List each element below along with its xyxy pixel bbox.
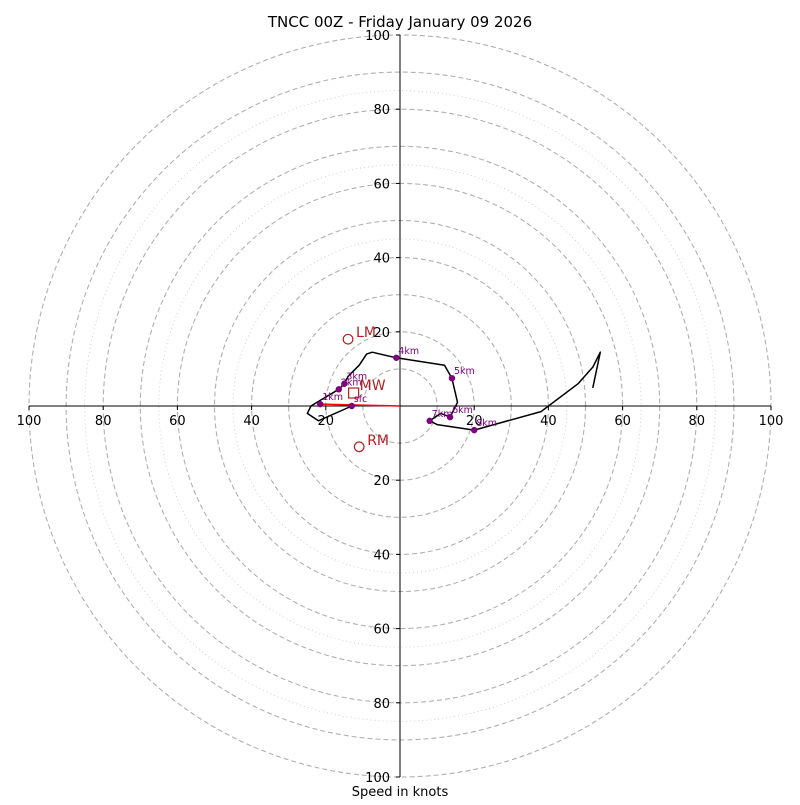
shear-vector-line <box>320 403 401 407</box>
x-tick-label: 60 <box>169 414 186 429</box>
storm-motion-label: LM <box>356 325 376 341</box>
y-tick-label: 80 <box>373 103 390 118</box>
y-tick-label: 100 <box>365 29 390 44</box>
height-marker-label: 3km <box>346 372 367 383</box>
hodograph-trace <box>306 351 602 431</box>
height-marker-label: 7km <box>432 409 453 420</box>
x-tick-label: 60 <box>614 414 631 429</box>
height-marker-label: 1km <box>322 392 343 403</box>
height-marker-1km <box>317 400 324 408</box>
y-tick-label: 80 <box>373 697 390 712</box>
storm-motion-label: RM <box>367 433 389 449</box>
height-marker-label: sfc <box>354 394 368 405</box>
height-marker-5km <box>448 374 456 382</box>
storm-motion-marker-lm <box>342 333 354 345</box>
storm-motion-marker-rm <box>353 441 365 453</box>
x-axis-label: Speed in knots <box>352 785 449 800</box>
y-tick-label: 40 <box>373 252 390 267</box>
y-tick-label: 40 <box>373 548 390 563</box>
height-marker-label: 4km <box>398 346 419 357</box>
chart-title: TNCC 00Z - Friday January 09 2026 <box>267 13 532 31</box>
height-marker-label: 5km <box>454 366 475 377</box>
tick-labels: 100 80 60 40 20 20 40 60 80 100 100 80 60 40 20 20 40 60 8… <box>17 29 784 786</box>
storm-motion-layer: LM RM MW <box>342 325 389 453</box>
y-tick-label: 20 <box>373 326 390 341</box>
mean-wind-marker <box>348 387 360 399</box>
height-marker-label: 2km <box>341 377 362 388</box>
y-tick-label: 20 <box>373 474 390 489</box>
mean-wind-label: MW <box>360 378 386 394</box>
y-tick-label: 100 <box>365 771 390 786</box>
x-tick-label: 80 <box>689 414 706 429</box>
height-marker-6km <box>446 413 454 421</box>
y-tick-label: 60 <box>373 623 390 638</box>
height-marker-4km <box>393 354 400 361</box>
height-marker-sfc <box>348 402 355 410</box>
x-tick-label: 20 <box>318 414 335 429</box>
hodograph-trace-layer <box>306 351 602 431</box>
height-marker-7km <box>426 417 433 425</box>
shear-vector-layer <box>320 403 401 407</box>
height-marker-8km <box>471 426 478 434</box>
height-marker-2km <box>335 386 342 393</box>
x-tick-label: 20 <box>466 414 483 429</box>
x-tick-label: 40 <box>540 414 557 429</box>
x-tick-label: 100 <box>17 414 42 429</box>
y-tick-label: 60 <box>373 177 390 192</box>
x-tick-label: 80 <box>95 414 112 429</box>
height-marker-3km <box>341 380 348 387</box>
x-tick-label: 40 <box>243 414 260 429</box>
x-tick-label: 100 <box>759 414 784 429</box>
height-marker-label: 8km <box>476 418 497 429</box>
height-marker-label: 6km <box>452 405 473 416</box>
